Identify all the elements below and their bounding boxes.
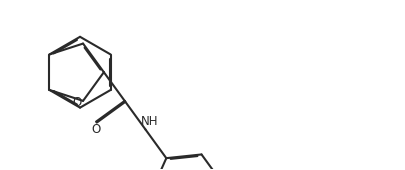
Text: O: O bbox=[72, 96, 81, 109]
Text: NH: NH bbox=[141, 115, 158, 128]
Text: O: O bbox=[91, 123, 100, 136]
